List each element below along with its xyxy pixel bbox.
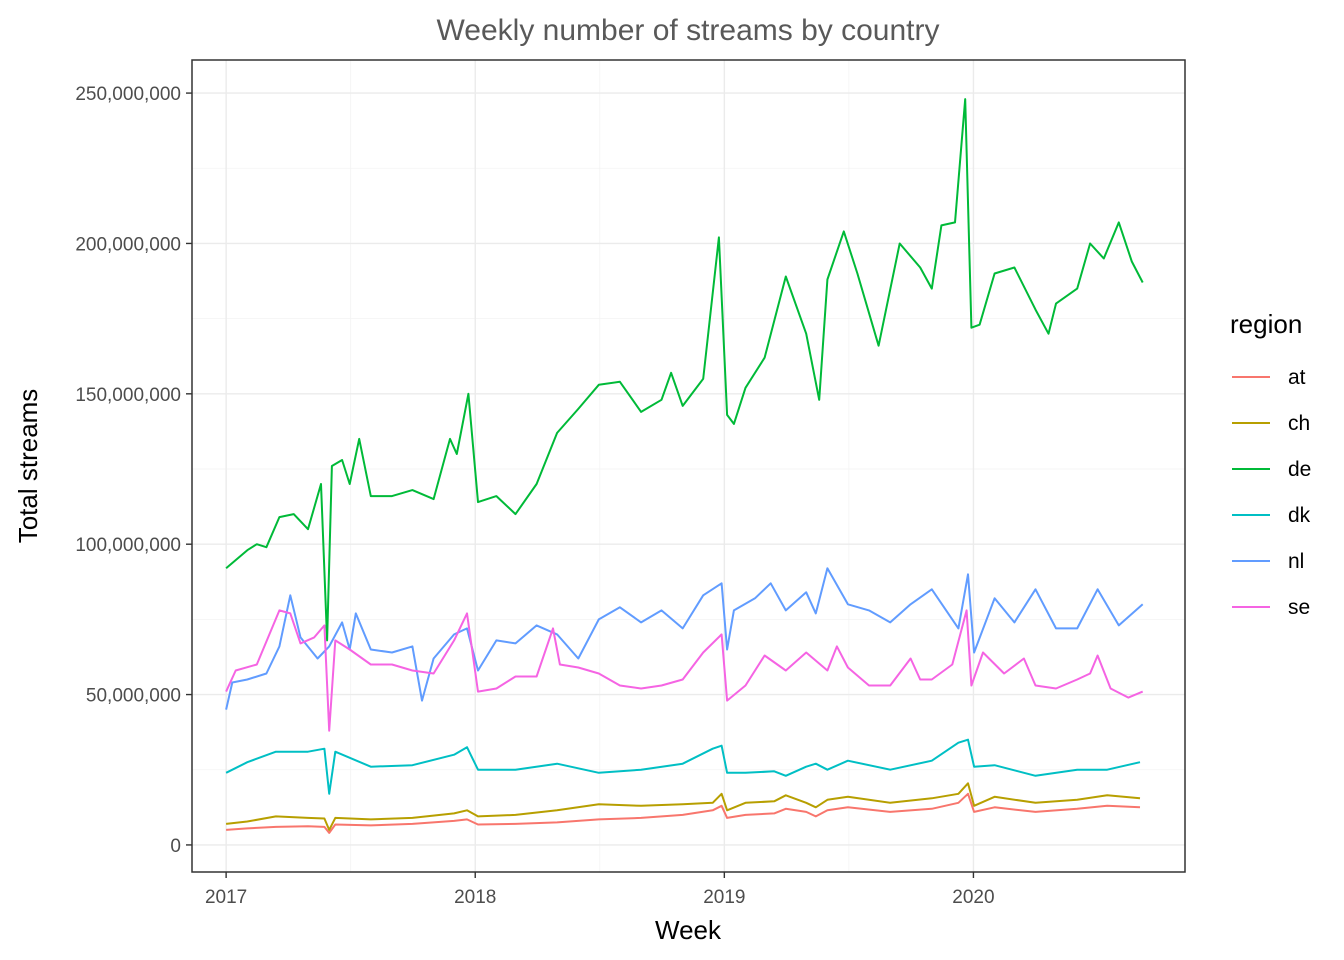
legend-items: at ch de dk nl se — [1232, 366, 1311, 619]
minor-gridlines — [192, 60, 1185, 872]
y-tick-label: 250,000,000 — [75, 84, 181, 105]
legend-label-at: at — [1288, 366, 1306, 389]
plot-panel-border — [191, 59, 1186, 873]
series-line-nl — [225, 567, 1144, 710]
x-axis: 2017 2018 2019 2020 — [205, 872, 995, 908]
y-axis-title: Total streams — [13, 389, 43, 544]
series-line-dk — [225, 738, 1141, 795]
legend-title: region — [1230, 309, 1302, 339]
series-line-se — [225, 609, 1144, 732]
series-line-at — [226, 792, 1141, 834]
y-axis: 0 50,000,000 100,000,000 150,000,000 200,000… — [75, 84, 192, 857]
legend: region at ch de dk nl se — [1230, 309, 1311, 619]
series-line-ch — [225, 782, 1141, 831]
y-tick-label: 200,000,000 — [75, 234, 181, 255]
chart-title: Weekly number of streams by country — [437, 14, 940, 47]
x-tick-label: 2018 — [454, 887, 496, 908]
legend-label-de: de — [1288, 458, 1311, 481]
legend-label-se: se — [1288, 596, 1310, 619]
y-tick-label: 0 — [170, 836, 181, 857]
series-line-de — [225, 98, 1144, 642]
x-axis-title: Week — [655, 915, 722, 945]
y-tick-label: 150,000,000 — [75, 385, 181, 406]
legend-label-ch: ch — [1288, 412, 1310, 435]
major-gridlines — [192, 60, 1185, 872]
legend-label-dk: dk — [1288, 504, 1311, 527]
y-tick-label: 100,000,000 — [75, 535, 181, 556]
series-lines — [225, 98, 1144, 834]
x-tick-label: 2020 — [952, 887, 994, 908]
y-tick-label: 50,000,000 — [86, 686, 181, 707]
legend-label-nl: nl — [1288, 550, 1304, 573]
x-tick-label: 2017 — [205, 887, 247, 908]
x-tick-label: 2019 — [703, 887, 745, 908]
